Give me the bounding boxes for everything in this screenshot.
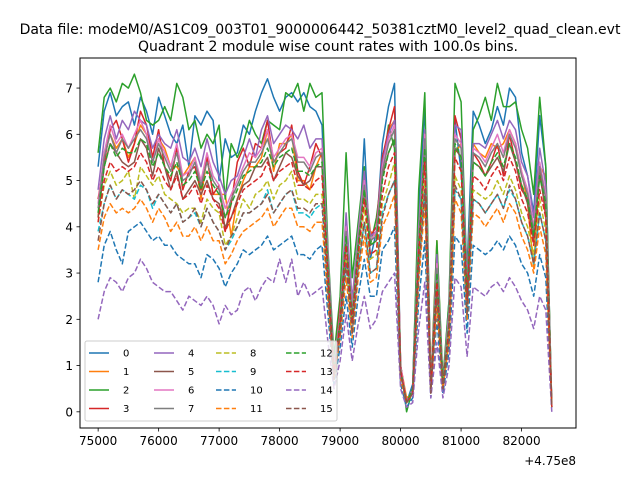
legend-label-12: 12 [320,349,333,360]
legend-label-11: 11 [250,404,263,415]
series-line-2 [97,73,553,413]
x-tick-label: 80000 [381,434,419,448]
y-tick-label: 7 [65,82,73,96]
legend-label-15: 15 [320,404,333,415]
x-tick-label: 82000 [502,434,540,448]
x-tick-label: 78000 [261,434,299,448]
x-tick-label: 75000 [79,434,117,448]
series-line-15 [97,179,553,408]
series-line-11 [97,193,553,408]
x-axis: 75000 76000 77000 78000 79000 80000 81000 82000 [79,428,541,448]
legend-label-6: 6 [188,386,194,397]
legend-label-3: 3 [123,404,129,415]
series-line-10 [97,221,553,408]
y-tick-label: 2 [65,313,73,327]
series-line-12 [97,138,553,408]
legend-label-0: 0 [123,349,129,360]
legend-label-2: 2 [123,386,129,397]
x-tick-label: 76000 [140,434,178,448]
legend-label-9: 9 [250,367,256,378]
y-tick-label: 5 [65,174,73,188]
y-tick-label: 0 [65,405,73,419]
y-axis: 0 1 2 3 4 5 6 7 [65,82,80,419]
axes-frame [79,57,577,429]
y-tick-label: 3 [65,267,73,281]
x-tick-label: 77000 [200,434,238,448]
legend-label-10: 10 [250,386,263,397]
legend-label-5: 5 [188,367,194,378]
x-offset-label: +4.75e8 [524,454,576,468]
y-tick-label: 6 [65,128,73,142]
series-lines [97,73,553,413]
series-line-14 [97,258,553,412]
legend-label-14: 14 [320,386,333,397]
legend-label-1: 1 [123,367,129,378]
legend-frame [84,340,338,422]
series-line-13 [97,152,553,408]
x-tick-label: 79000 [321,434,359,448]
legend-label-13: 13 [320,367,333,378]
legend-label-8: 8 [250,349,256,360]
y-tick-label: 4 [65,220,73,234]
legend-label-7: 7 [188,404,194,415]
series-line-7 [97,128,553,408]
figure-suptitle: Data file: modeM0/AS1C09_003T01_90000064… [20,22,621,38]
legend-label-4: 4 [188,349,194,360]
y-tick-label: 1 [65,359,73,373]
chart-title: Quadrant 2 module wise count rates with … [138,39,518,55]
x-tick-label: 81000 [442,434,480,448]
